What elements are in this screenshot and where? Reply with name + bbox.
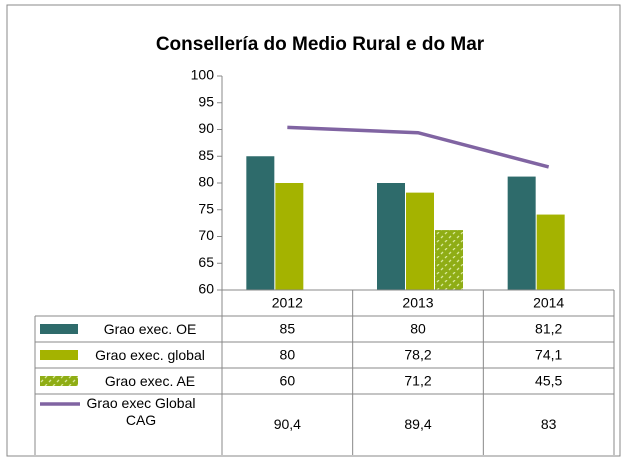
legend-name-box: Grao exec. AE bbox=[104, 372, 196, 389]
legend-name: Grao exec. global bbox=[95, 346, 205, 363]
bar bbox=[507, 176, 536, 290]
y-tick-label: 80 bbox=[198, 174, 214, 190]
table-value: 80 bbox=[280, 347, 296, 363]
bar bbox=[275, 183, 304, 290]
y-tick-label: 70 bbox=[198, 227, 214, 243]
table-value: 74,1 bbox=[535, 347, 562, 363]
legend-name-box: Grao exec Global CAG bbox=[86, 395, 196, 428]
line-series bbox=[287, 125, 550, 169]
table-value: 81,2 bbox=[535, 321, 562, 337]
table-value: 83 bbox=[541, 416, 557, 432]
plot bbox=[246, 125, 565, 290]
table-value: 85 bbox=[280, 321, 296, 337]
legend-key bbox=[40, 350, 78, 360]
x-tick-label: 2012 bbox=[272, 295, 303, 311]
y-tick-label: 65 bbox=[198, 254, 214, 270]
legend-name: Grao exec. OE bbox=[103, 320, 197, 337]
x-tick-label: 2014 bbox=[533, 295, 564, 311]
table-value: 60 bbox=[280, 373, 296, 389]
legend-name: Grao exec Global CAG bbox=[86, 395, 196, 428]
y-tick-label: 100 bbox=[191, 67, 215, 83]
bar bbox=[536, 214, 565, 290]
table-value: 89,4 bbox=[404, 416, 431, 432]
bar bbox=[435, 230, 463, 290]
y-tick-label: 85 bbox=[198, 147, 214, 163]
chart-title: Consellería do Medio Rural e do Mar bbox=[156, 34, 485, 55]
legend-name-box: Grao exec. global bbox=[95, 346, 205, 363]
y-tick-label: 90 bbox=[198, 120, 214, 136]
x-tick-label: 2013 bbox=[402, 295, 433, 311]
table-value: 45,5 bbox=[535, 373, 562, 389]
bar bbox=[246, 156, 275, 290]
legend-key bbox=[40, 324, 78, 334]
table-value: 80 bbox=[410, 321, 426, 337]
table-value: 78,2 bbox=[404, 347, 431, 363]
table-value: 90,4 bbox=[274, 416, 301, 432]
legend-name-box: Grao exec. OE bbox=[103, 320, 197, 337]
y-tick-label: 95 bbox=[198, 93, 214, 109]
y-tick-label: 60 bbox=[198, 281, 214, 297]
legend-name: Grao exec. AE bbox=[104, 372, 196, 389]
table-value: 71,2 bbox=[404, 373, 431, 389]
bar bbox=[377, 183, 405, 290]
y-tick-label: 75 bbox=[198, 200, 214, 216]
legend-key bbox=[40, 376, 78, 386]
bar bbox=[406, 192, 434, 290]
